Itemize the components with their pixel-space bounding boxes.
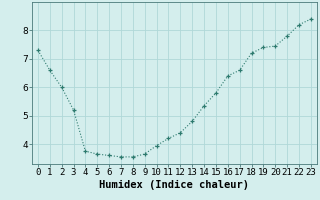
X-axis label: Humidex (Indice chaleur): Humidex (Indice chaleur) <box>100 180 249 190</box>
